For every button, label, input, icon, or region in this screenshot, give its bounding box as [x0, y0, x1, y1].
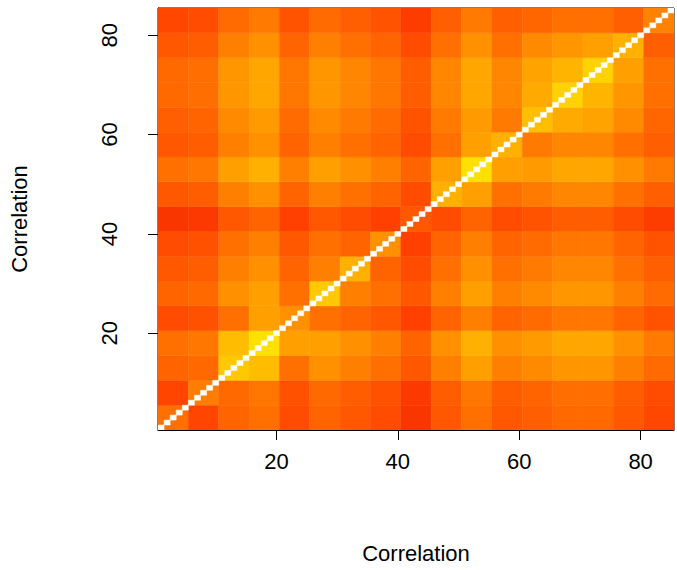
svg-text:80: 80 — [97, 23, 122, 47]
svg-text:Correlation: Correlation — [7, 165, 32, 273]
svg-text:20: 20 — [264, 449, 288, 474]
svg-text:80: 80 — [628, 449, 652, 474]
svg-text:60: 60 — [97, 122, 122, 146]
svg-text:20: 20 — [97, 321, 122, 345]
svg-text:40: 40 — [386, 449, 410, 474]
svg-text:60: 60 — [507, 449, 531, 474]
svg-text:Correlation: Correlation — [362, 541, 470, 566]
svg-text:40: 40 — [97, 222, 122, 246]
